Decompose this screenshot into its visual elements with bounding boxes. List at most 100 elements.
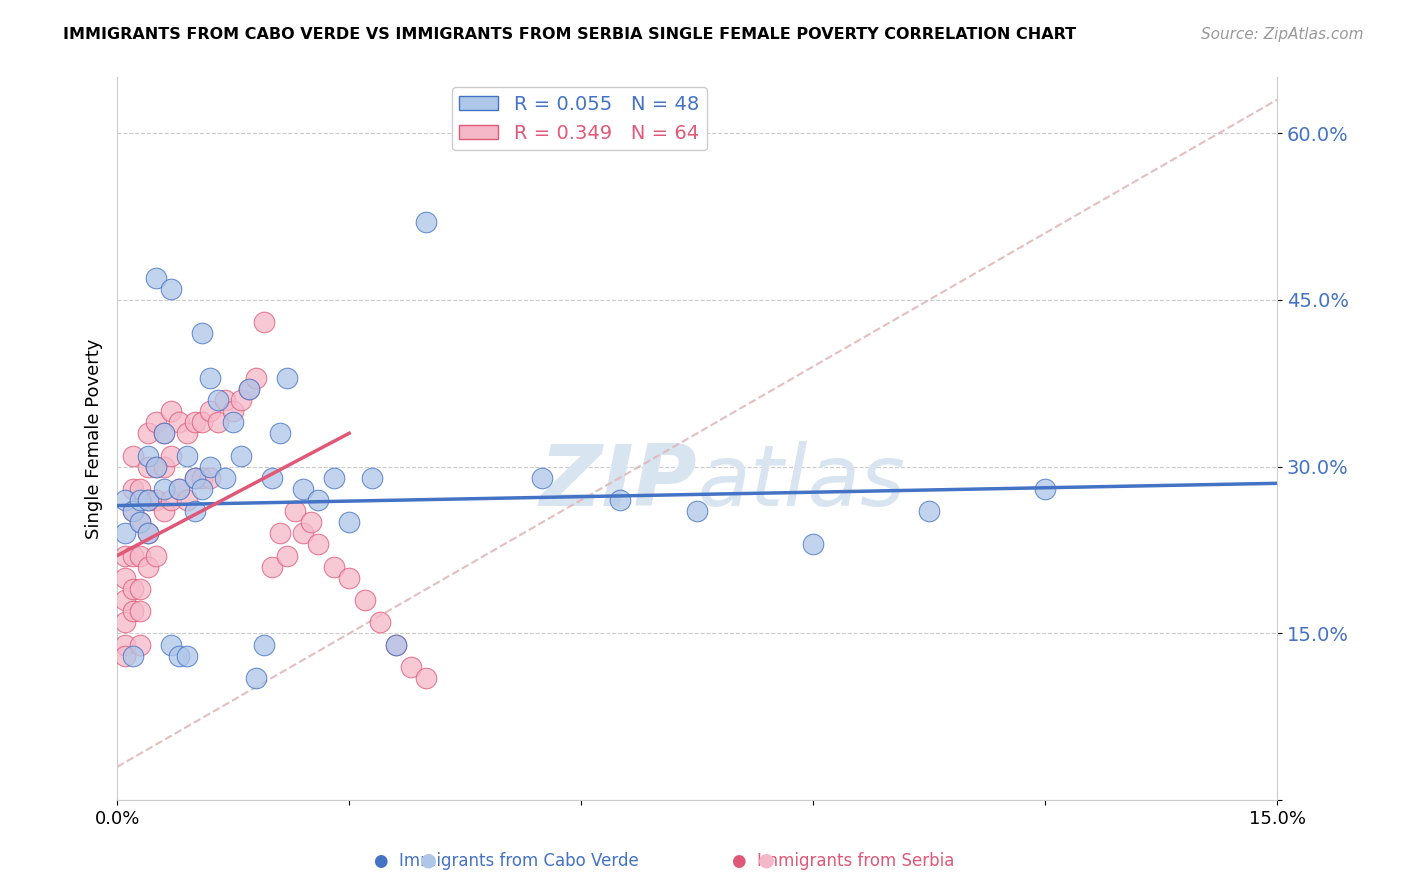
- Point: [129, 604, 152, 618]
- Point: [136, 426, 159, 441]
- Point: [160, 282, 183, 296]
- Point: [229, 392, 252, 407]
- Text: Source: ZipAtlas.com: Source: ZipAtlas.com: [1201, 27, 1364, 42]
- Point: [145, 493, 167, 508]
- Point: [238, 382, 260, 396]
- Point: [145, 270, 167, 285]
- Point: [801, 537, 824, 551]
- Point: [152, 504, 174, 518]
- Point: [269, 526, 291, 541]
- Point: [145, 549, 167, 563]
- Point: [114, 638, 136, 652]
- Point: [176, 426, 198, 441]
- Point: [198, 471, 221, 485]
- Text: IMMIGRANTS FROM CABO VERDE VS IMMIGRANTS FROM SERBIA SINGLE FEMALE POVERTY CORRE: IMMIGRANTS FROM CABO VERDE VS IMMIGRANTS…: [63, 27, 1077, 42]
- Point: [136, 449, 159, 463]
- Point: [361, 471, 384, 485]
- Point: [167, 415, 190, 429]
- Point: [129, 482, 152, 496]
- Point: [114, 493, 136, 508]
- Point: [160, 493, 183, 508]
- Point: [183, 471, 205, 485]
- Point: [686, 504, 709, 518]
- Point: [167, 648, 190, 663]
- Text: ●  Immigrants from Cabo Verde: ● Immigrants from Cabo Verde: [374, 852, 638, 870]
- Point: [129, 493, 152, 508]
- Point: [531, 471, 554, 485]
- Point: [136, 493, 159, 508]
- Point: [229, 449, 252, 463]
- Point: [260, 559, 283, 574]
- Point: [253, 315, 276, 329]
- Point: [136, 459, 159, 474]
- Point: [145, 459, 167, 474]
- Point: [145, 415, 167, 429]
- Point: [291, 526, 314, 541]
- Point: [183, 415, 205, 429]
- Point: [121, 482, 143, 496]
- Text: ●: ●: [420, 851, 437, 870]
- Point: [245, 370, 267, 384]
- Point: [160, 449, 183, 463]
- Point: [337, 515, 360, 529]
- Point: [160, 638, 183, 652]
- Point: [114, 549, 136, 563]
- Point: [337, 571, 360, 585]
- Point: [415, 215, 437, 229]
- Point: [183, 471, 205, 485]
- Point: [136, 526, 159, 541]
- Point: [291, 482, 314, 496]
- Point: [214, 471, 236, 485]
- Point: [152, 426, 174, 441]
- Point: [121, 604, 143, 618]
- Point: [276, 370, 298, 384]
- Point: [368, 615, 391, 630]
- Point: [198, 459, 221, 474]
- Point: [114, 648, 136, 663]
- Point: [207, 415, 229, 429]
- Point: [238, 382, 260, 396]
- Point: [191, 326, 214, 341]
- Point: [284, 504, 307, 518]
- Legend: R = 0.055   N = 48, R = 0.349   N = 64: R = 0.055 N = 48, R = 0.349 N = 64: [451, 87, 707, 151]
- Point: [183, 504, 205, 518]
- Point: [129, 549, 152, 563]
- Point: [121, 449, 143, 463]
- Point: [160, 404, 183, 418]
- Point: [129, 515, 152, 529]
- Point: [121, 648, 143, 663]
- Point: [129, 638, 152, 652]
- Text: atlas: atlas: [697, 441, 905, 524]
- Point: [245, 671, 267, 685]
- Point: [307, 537, 329, 551]
- Point: [191, 415, 214, 429]
- Text: ●  Immigrants from Serbia: ● Immigrants from Serbia: [733, 852, 955, 870]
- Point: [167, 482, 190, 496]
- Point: [121, 549, 143, 563]
- Point: [191, 471, 214, 485]
- Point: [299, 515, 322, 529]
- Point: [167, 482, 190, 496]
- Point: [176, 648, 198, 663]
- Point: [307, 493, 329, 508]
- Point: [384, 638, 406, 652]
- Point: [121, 582, 143, 596]
- Point: [609, 493, 631, 508]
- Point: [129, 515, 152, 529]
- Text: ●: ●: [758, 851, 775, 870]
- Point: [918, 504, 941, 518]
- Point: [260, 471, 283, 485]
- Point: [415, 671, 437, 685]
- Point: [384, 638, 406, 652]
- Point: [1033, 482, 1056, 496]
- Point: [114, 571, 136, 585]
- Point: [136, 493, 159, 508]
- Point: [121, 504, 143, 518]
- Point: [322, 471, 344, 485]
- Point: [191, 482, 214, 496]
- Point: [114, 615, 136, 630]
- Point: [207, 392, 229, 407]
- Text: ZIP: ZIP: [540, 441, 697, 524]
- Point: [253, 638, 276, 652]
- Point: [176, 449, 198, 463]
